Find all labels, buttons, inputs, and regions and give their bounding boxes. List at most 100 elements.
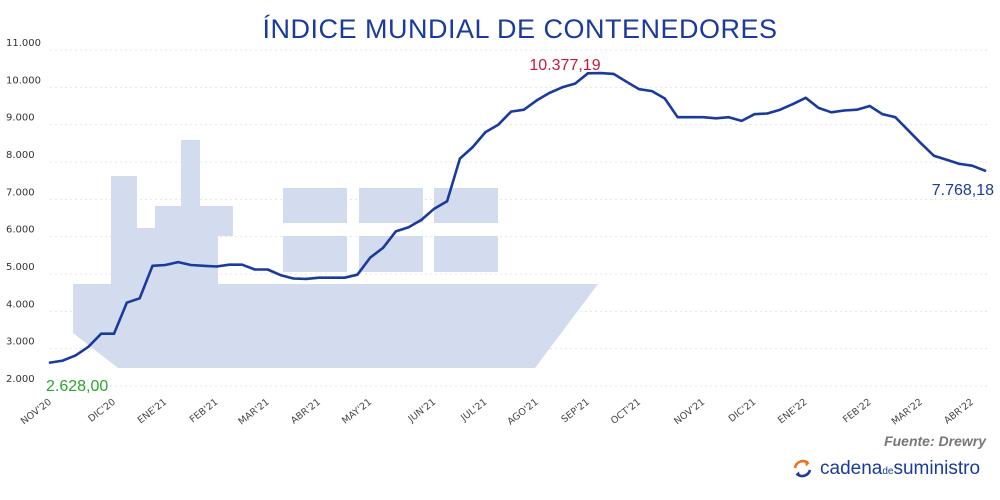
data-point bbox=[548, 91, 551, 95]
data-point bbox=[87, 345, 90, 348]
data-point bbox=[983, 169, 987, 172]
data-point bbox=[61, 359, 65, 362]
data-point bbox=[766, 112, 769, 115]
series-points bbox=[48, 71, 987, 364]
max-value-label: 10.377,19 bbox=[529, 57, 600, 74]
data-point bbox=[202, 264, 205, 267]
data-point bbox=[369, 256, 372, 259]
brand-wordmark: cadenadesuministro bbox=[820, 458, 980, 480]
x-tick-label: ENE'21 bbox=[136, 397, 169, 426]
data-point bbox=[189, 263, 193, 267]
data-point bbox=[394, 230, 398, 233]
ship-hull bbox=[73, 284, 598, 368]
data-point bbox=[74, 354, 77, 357]
start-value-label: 2.628,00 bbox=[46, 378, 108, 395]
data-point bbox=[458, 157, 462, 160]
data-point bbox=[689, 116, 692, 119]
x-tick-label: AGO'21 bbox=[506, 397, 541, 428]
container-stack bbox=[434, 236, 498, 272]
data-point bbox=[599, 71, 602, 75]
x-tick-label: SEP'21 bbox=[559, 397, 591, 426]
data-point bbox=[138, 297, 141, 300]
container-stack bbox=[359, 236, 423, 272]
y-tick-label: 7.000 bbox=[6, 187, 35, 198]
data-point bbox=[420, 218, 423, 222]
data-point bbox=[522, 108, 526, 111]
data-point bbox=[151, 264, 154, 267]
x-tick-label: OCT'21 bbox=[609, 397, 643, 427]
x-tick-label: MAR'22 bbox=[890, 397, 925, 428]
data-point bbox=[791, 102, 795, 106]
data-point bbox=[100, 332, 103, 335]
data-point bbox=[919, 142, 923, 145]
x-axis-ticks: NOV'20 DIC'20 ENE'21 FEB'21 MAR'21 ABR'21 MAY'… bbox=[19, 397, 976, 428]
data-point bbox=[702, 116, 705, 119]
data-point bbox=[894, 116, 897, 119]
data-point bbox=[164, 263, 167, 267]
data-point bbox=[445, 200, 449, 203]
data-point bbox=[317, 276, 321, 279]
y-tick-label: 3.000 bbox=[6, 337, 35, 348]
y-tick-label: 8.000 bbox=[6, 150, 35, 161]
data-point bbox=[650, 89, 654, 93]
data-point bbox=[228, 263, 231, 266]
x-tick-label: JUL'21 bbox=[458, 397, 489, 425]
container-stack bbox=[359, 188, 423, 223]
data-point bbox=[714, 117, 718, 120]
brand-logo: cadenadesuministro bbox=[792, 458, 980, 480]
data-point bbox=[292, 277, 295, 280]
data-point bbox=[215, 265, 218, 268]
data-point bbox=[881, 113, 884, 116]
data-point bbox=[625, 80, 628, 83]
data-point bbox=[727, 116, 731, 119]
x-tick-label: DIC'20 bbox=[86, 397, 118, 425]
container-stack bbox=[283, 188, 347, 223]
y-tick-label: 11.000 bbox=[6, 38, 41, 49]
data-point bbox=[497, 123, 500, 126]
data-point bbox=[266, 268, 269, 271]
x-tick-label: NOV'20 bbox=[19, 397, 54, 428]
data-point bbox=[279, 273, 282, 277]
data-point bbox=[804, 96, 807, 99]
data-point bbox=[663, 97, 666, 100]
y-tick-label: 5.000 bbox=[6, 262, 35, 273]
x-tick-label: DIC'21 bbox=[727, 397, 759, 425]
data-point bbox=[830, 111, 833, 114]
data-point bbox=[637, 88, 641, 91]
data-point bbox=[433, 207, 436, 210]
data-point bbox=[330, 276, 333, 279]
data-point bbox=[778, 108, 782, 111]
brand-part-2: de bbox=[882, 466, 894, 477]
data-point bbox=[343, 276, 346, 279]
x-tick-label: FEB'22 bbox=[841, 397, 874, 426]
data-point bbox=[48, 361, 52, 364]
data-point bbox=[304, 277, 308, 281]
data-point bbox=[842, 109, 846, 112]
brand-part-1: cadena bbox=[820, 458, 883, 479]
brand-part-3: suministro bbox=[893, 458, 981, 479]
data-point bbox=[676, 116, 679, 119]
data-point bbox=[932, 154, 935, 157]
data-point bbox=[509, 110, 513, 113]
x-tick-label: JUN'21 bbox=[406, 397, 438, 426]
source-label: Fuente: Drewry bbox=[884, 433, 987, 449]
x-tick-label: FEB'21 bbox=[188, 397, 221, 426]
y-tick-label: 9.000 bbox=[6, 113, 35, 124]
data-point bbox=[176, 260, 180, 264]
data-point bbox=[817, 106, 820, 110]
x-tick-label: ABR'21 bbox=[289, 397, 323, 427]
container-stack bbox=[434, 188, 498, 223]
y-tick-label: 10.000 bbox=[6, 75, 41, 86]
data-point bbox=[740, 119, 743, 123]
brand-arrows-icon bbox=[793, 459, 812, 478]
chart-title: ÍNDICE MUNDIAL DE CONTENEDORES bbox=[262, 14, 777, 44]
data-point bbox=[471, 145, 474, 149]
data-point bbox=[407, 226, 410, 229]
x-tick-label: MAR'21 bbox=[236, 397, 271, 428]
data-point bbox=[535, 99, 538, 102]
y-tick-label: 6.000 bbox=[6, 225, 35, 236]
x-tick-label: ABR'22 bbox=[942, 397, 976, 427]
data-point bbox=[484, 130, 487, 134]
data-point bbox=[868, 104, 871, 108]
